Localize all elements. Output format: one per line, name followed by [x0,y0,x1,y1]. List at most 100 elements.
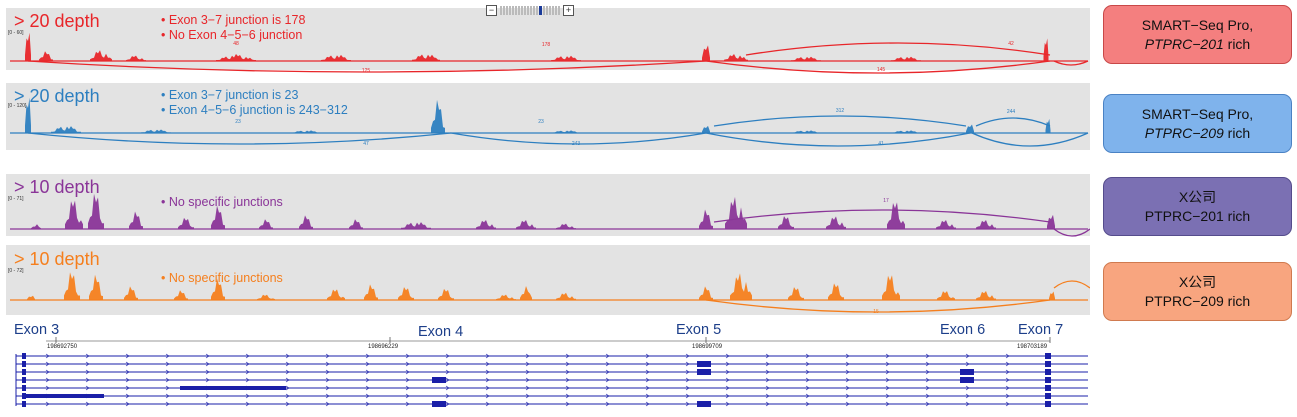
exon-4-label: Exon 4 [418,324,464,340]
strand-arrow [445,353,450,359]
strand-arrow [325,353,330,359]
strand-arrow [725,369,730,375]
strand-arrow [605,385,610,391]
strand-arrow [85,353,90,359]
strand-arrow [165,393,170,399]
strand-arrow [325,385,330,391]
exon-7-label: Exon 7 [1018,322,1064,338]
zoom-in-button[interactable]: + [563,5,574,16]
strand-arrow [965,393,970,399]
strand-arrow [205,401,210,407]
strand-arrow [525,361,530,367]
track-2-junction-c [705,132,971,147]
exon-block [432,401,446,407]
strand-arrow [485,369,490,375]
strand-arrow [805,401,810,407]
strand-arrow [245,393,250,399]
track-4-junction-b [1053,280,1090,289]
exon-block [697,361,711,367]
zoom-slider[interactable] [500,6,560,15]
zoom-out-button[interactable]: − [486,5,497,16]
strand-arrow [1005,369,1010,375]
strand-arrow [605,393,610,399]
track-4-coverage [10,272,1088,300]
strand-arrow [525,401,530,407]
exon-block [697,401,711,407]
strand-arrow [605,369,610,375]
strand-arrow [405,401,410,407]
strand-arrow [125,353,130,359]
strand-arrow [645,369,650,375]
track-2-junction-a [27,132,452,145]
strand-arrow [445,369,450,375]
strand-arrow [325,361,330,367]
track-1-notes: • Exon 3−7 junction is 178 • No Exon 4−5… [161,13,305,43]
track-4-junction-count: 15 [873,309,879,315]
strand-arrow [245,369,250,375]
exon-block [1045,393,1051,399]
strand-arrow [605,353,610,359]
track-1-depth-label: > 20 depth [14,11,100,31]
track-4-notes: • No specific junctions [161,271,283,286]
exon-6-label: Exon 6 [940,322,986,338]
strand-arrow [485,361,490,367]
strand-arrow [205,369,210,375]
track-3-junction-count: 17 [883,198,889,204]
strand-arrow [165,401,170,407]
track-2-junction-count: 243 [572,141,581,147]
strand-arrow [805,369,810,375]
track-1-scale: [0 - 60] [8,30,24,36]
strand-arrow [885,385,890,391]
track-4-junction-a [705,299,1051,313]
legend-1-line-1: SMART−Seq Pro, [1141,16,1254,33]
strand-arrow [485,353,490,359]
strand-arrow [285,385,290,391]
exon-block [1045,369,1051,375]
strand-arrow [685,377,690,383]
strand-arrow [525,385,530,391]
strand-arrow [885,353,890,359]
strand-arrow [85,377,90,383]
exon-3-label: Exon 3 [14,322,60,338]
legend-box-4: X公司 PTPRC−209 rich [1103,262,1292,321]
strand-arrow [605,377,610,383]
strand-arrow [685,361,690,367]
strand-arrow [805,385,810,391]
track-2-junction-count: 244 [1007,109,1016,115]
track-3-scale: [0 - 71] [8,196,24,202]
strand-arrow [805,361,810,367]
strand-arrow [365,401,370,407]
strand-arrow [125,385,130,391]
strand-arrow [365,393,370,399]
track-2-note-1: • Exon 3−7 junction is 23 [161,88,299,102]
strand-arrow [245,377,250,383]
strand-arrow [645,377,650,383]
strand-arrow [245,361,250,367]
track-1-junction-b [705,60,1051,74]
strand-arrow [565,385,570,391]
exon-block [432,377,446,383]
exon-block [22,401,26,407]
strand-arrow [1005,393,1010,399]
strand-arrow [765,393,770,399]
strand-arrow [45,353,50,359]
track-2-junction-b [450,132,707,145]
strand-arrow [405,377,410,383]
strand-arrow [845,377,850,383]
strand-arrow [325,369,330,375]
strand-arrow [885,401,890,407]
track-bg-4 [6,245,1090,315]
strand-arrow [965,401,970,407]
strand-arrow [725,393,730,399]
legend-3-line-2: PTPRC−201 rich [1144,207,1251,224]
track-2-junction-f [975,117,1051,127]
strand-arrow [645,361,650,367]
strand-arrow [885,393,890,399]
track-bg-2 [6,83,1090,150]
strand-arrow [445,361,450,367]
zoom-control[interactable]: − + [486,5,574,16]
legend-2-line-2: PTPRC−209 rich [1144,124,1251,141]
track-2-notes: • Exon 3−7 junction is 23 • Exon 4−5−6 j… [161,88,348,118]
legend-box-3: X公司 PTPRC−201 rich [1103,177,1292,236]
strand-arrow [765,369,770,375]
